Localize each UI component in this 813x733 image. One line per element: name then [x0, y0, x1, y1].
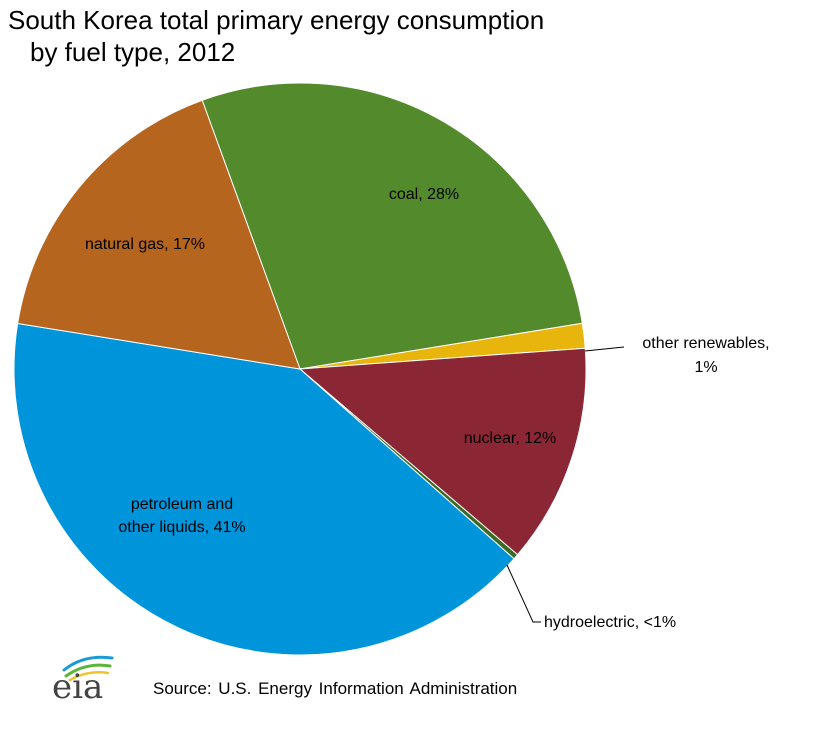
eia-logo-text: eia [52, 667, 103, 704]
pie-slice-petroleum-and-other-liquids [13, 322, 515, 656]
logo-arc-1 [62, 655, 114, 672]
pie-slice-natural-gas [17, 99, 301, 370]
chart-title-line-2: by fuel type, 2012 [30, 37, 236, 67]
logo-arc-3 [68, 671, 110, 682]
eia-logo: eia [48, 648, 128, 709]
source-note: Source: U.S. Energy Information Administ… [153, 679, 518, 698]
label-natural-gas: natural gas, 17% [85, 236, 205, 253]
label-petroleum-line-2: other liquids, 41% [118, 519, 245, 536]
label-hydroelectric: hydroelectric, <1% [544, 614, 676, 631]
chart-title: South Korea total primary energy consump… [8, 4, 648, 68]
label-coal: coal, 28% [389, 186, 459, 203]
logo-arc-2 [64, 663, 112, 678]
label-petroleum-line-1: petroleum and [131, 496, 233, 513]
pie-slices [13, 82, 587, 656]
label-other-renewables-line-1: other renewables, [642, 335, 769, 352]
leader-line-other-renewables [584, 346, 625, 352]
label-other-renewables-line-2: 1% [694, 359, 717, 376]
chart-title-line-1: South Korea total primary energy consump… [8, 5, 545, 35]
label-nuclear: nuclear, 12% [464, 430, 557, 447]
pie-slice-nuclear [298, 347, 587, 556]
pie-slice-coal [201, 82, 583, 370]
eia-logo-mark: eia [52, 655, 114, 707]
leader-line-hydroelectric [506, 564, 541, 623]
